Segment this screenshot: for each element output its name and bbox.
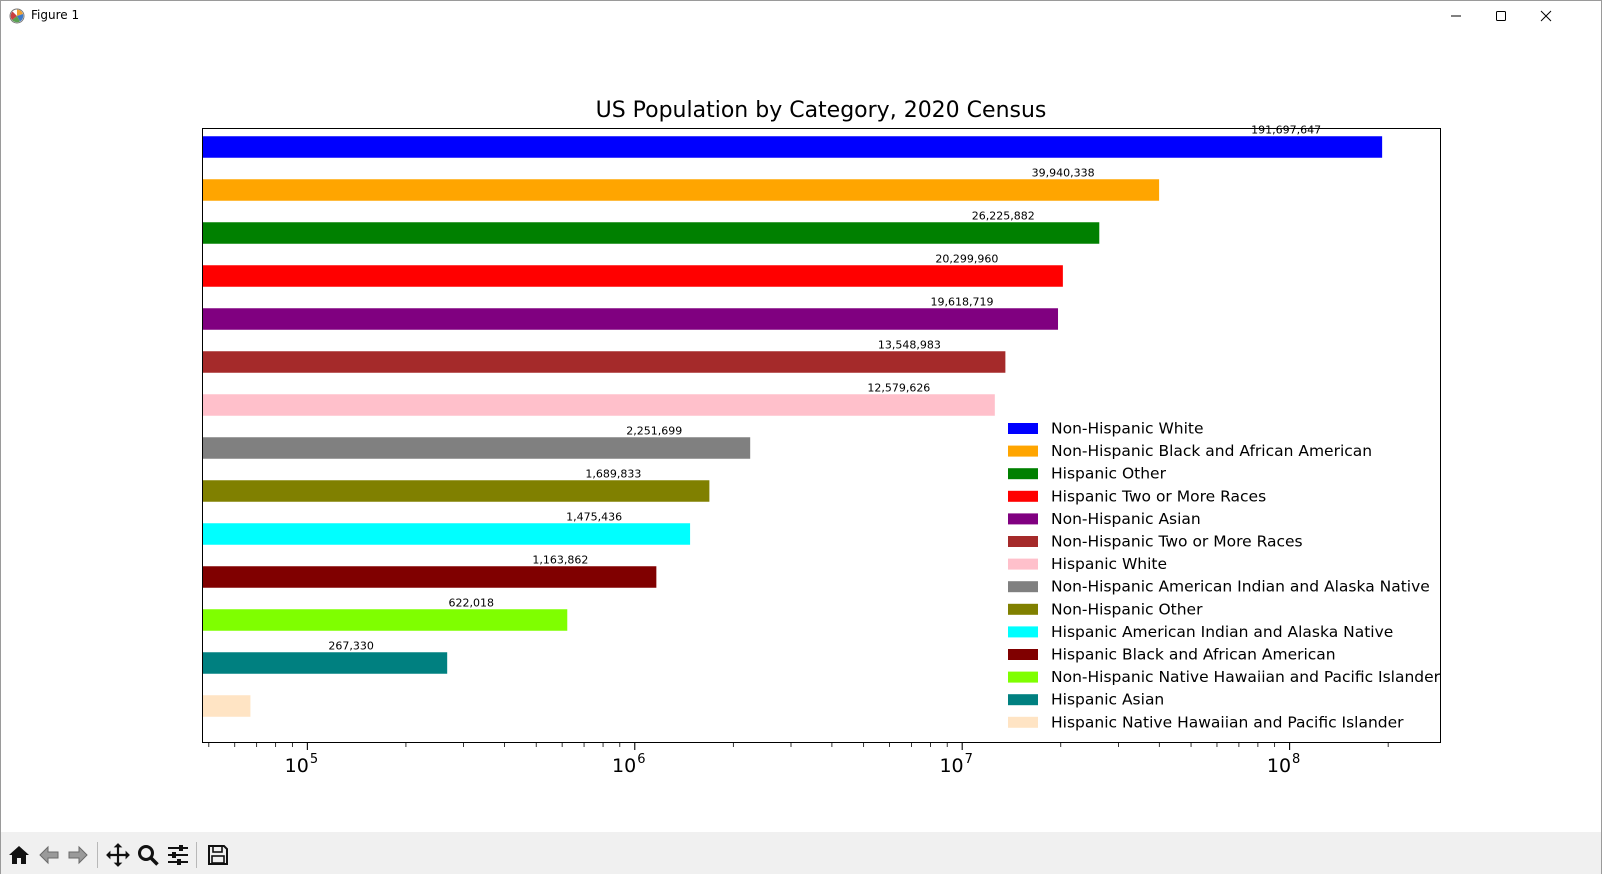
home-button[interactable] bbox=[5, 841, 33, 869]
x-axis: 105 106 107 108 bbox=[208, 743, 1389, 777]
bar-value-label: 39,940,338 bbox=[1032, 166, 1095, 179]
legend-entry-label: Non-Hispanic Two or More Races bbox=[1051, 533, 1303, 551]
title-bar[interactable]: Figure 1 bbox=[1, 1, 1601, 31]
maximize-button[interactable] bbox=[1478, 1, 1524, 31]
legend-entry-label: Non-Hispanic Black and African American bbox=[1051, 442, 1372, 460]
legend-entry-label: Hispanic White bbox=[1051, 555, 1167, 573]
bar-value-label: 13,548,983 bbox=[878, 338, 941, 351]
legend-entry-label: Hispanic American Indian and Alaska Nati… bbox=[1051, 623, 1393, 641]
minimize-icon bbox=[1451, 15, 1461, 17]
legend-entry-label: Non-Hispanic White bbox=[1051, 420, 1204, 438]
bar-value-label: 2,251,699 bbox=[626, 424, 682, 437]
bar bbox=[203, 308, 1059, 330]
legend-swatch bbox=[1008, 468, 1038, 480]
bar-value-label: 267,330 bbox=[328, 639, 374, 652]
magnifier-icon bbox=[138, 845, 159, 866]
legend-entry-label: Non-Hispanic American Indian and Alaska … bbox=[1051, 578, 1430, 596]
legend-entry-label: Hispanic Two or More Races bbox=[1051, 487, 1266, 505]
x-tick-label: 108 bbox=[1267, 752, 1300, 777]
bar-value-label: 1,475,436 bbox=[566, 510, 622, 523]
bar bbox=[203, 523, 691, 545]
bar bbox=[203, 437, 751, 459]
legend-swatch bbox=[1008, 716, 1038, 728]
bar-value-label: 191,697,647 bbox=[1251, 123, 1321, 136]
arrow-right-icon bbox=[68, 845, 88, 865]
bar bbox=[203, 351, 1006, 373]
bar-value-label: 26,225,882 bbox=[972, 209, 1035, 222]
bar bbox=[203, 136, 1383, 158]
legend-swatch bbox=[1008, 626, 1038, 638]
chart-title: US Population by Category, 2020 Census bbox=[596, 98, 1047, 123]
legend-entry-label: Hispanic Other bbox=[1051, 465, 1167, 483]
bar-value-label: 20,299,960 bbox=[935, 252, 998, 265]
legend-entry-label: Non-Hispanic Asian bbox=[1051, 510, 1201, 528]
bar bbox=[203, 480, 710, 502]
floppy-disk-icon bbox=[208, 845, 228, 865]
bar bbox=[203, 609, 568, 631]
figure-canvas[interactable]: US Population by Category, 2020 Census 1… bbox=[1, 31, 1601, 832]
legend: Non-Hispanic White Non-Hispanic Black and… bbox=[1008, 420, 1441, 731]
back-button[interactable] bbox=[35, 841, 63, 869]
x-tick-label: 106 bbox=[612, 752, 645, 777]
toolbar-separator bbox=[97, 842, 98, 868]
close-button[interactable] bbox=[1523, 1, 1569, 31]
forward-button[interactable] bbox=[64, 841, 92, 869]
window-title: Figure 1 bbox=[31, 8, 80, 22]
x-tick-label: 105 bbox=[285, 752, 318, 777]
bar-value-label: 12,579,626 bbox=[867, 381, 930, 394]
legend-entry-label: Non-Hispanic Other bbox=[1051, 600, 1203, 618]
bar bbox=[203, 566, 657, 588]
legend-swatch bbox=[1008, 423, 1038, 434]
legend-entry-label: Non-Hispanic Native Hawaiian and Pacific… bbox=[1051, 668, 1441, 686]
legend-swatch bbox=[1008, 536, 1038, 547]
bar-chart: US Population by Category, 2020 Census 1… bbox=[202, 98, 1441, 777]
save-button[interactable] bbox=[204, 841, 232, 869]
close-icon bbox=[1540, 10, 1552, 22]
navigation-toolbar bbox=[1, 832, 1601, 874]
legend-swatch bbox=[1008, 490, 1038, 502]
legend-swatch bbox=[1008, 581, 1038, 593]
move-icon bbox=[106, 843, 130, 867]
matplotlib-app-icon bbox=[9, 8, 25, 24]
zoom-button[interactable] bbox=[134, 841, 162, 869]
legend-swatch bbox=[1008, 671, 1038, 683]
bar-value-label: 622,018 bbox=[449, 596, 495, 609]
value-labels-group: 191,697,647 39,940,338 26,225,882 20,299,96… bbox=[328, 123, 1321, 652]
bar bbox=[203, 652, 448, 674]
legend-entry-label: Hispanic Black and African American bbox=[1051, 646, 1336, 664]
legend-entry-label: Hispanic Asian bbox=[1051, 691, 1164, 709]
bar bbox=[203, 695, 251, 717]
bar-value-label: 19,618,719 bbox=[931, 295, 994, 308]
bar-value-label: 1,163,862 bbox=[532, 553, 588, 566]
legend-swatch bbox=[1008, 649, 1038, 660]
sliders-icon bbox=[168, 845, 188, 865]
legend-swatch bbox=[1008, 558, 1038, 570]
maximize-icon bbox=[1496, 11, 1506, 21]
legend-swatch bbox=[1008, 603, 1038, 615]
pan-button[interactable] bbox=[104, 841, 132, 869]
toolbar-separator bbox=[196, 842, 197, 868]
bar bbox=[203, 179, 1160, 201]
bar-value-label: 1,689,833 bbox=[585, 467, 641, 480]
x-tick-label: 107 bbox=[939, 752, 972, 777]
legend-swatch bbox=[1008, 445, 1038, 457]
legend-swatch bbox=[1008, 513, 1038, 525]
bar bbox=[203, 222, 1100, 244]
arrow-left-icon bbox=[39, 845, 59, 865]
plot-frame bbox=[202, 128, 1441, 743]
legend-entry-label: Hispanic Native Hawaiian and Pacific Isl… bbox=[1051, 713, 1404, 731]
bar bbox=[203, 265, 1063, 287]
legend-swatch bbox=[1008, 694, 1038, 706]
bars-group bbox=[203, 136, 1383, 717]
bar bbox=[203, 394, 995, 416]
minimize-button[interactable] bbox=[1433, 1, 1479, 31]
configure-subplots-button[interactable] bbox=[164, 841, 192, 869]
home-icon bbox=[9, 846, 29, 864]
